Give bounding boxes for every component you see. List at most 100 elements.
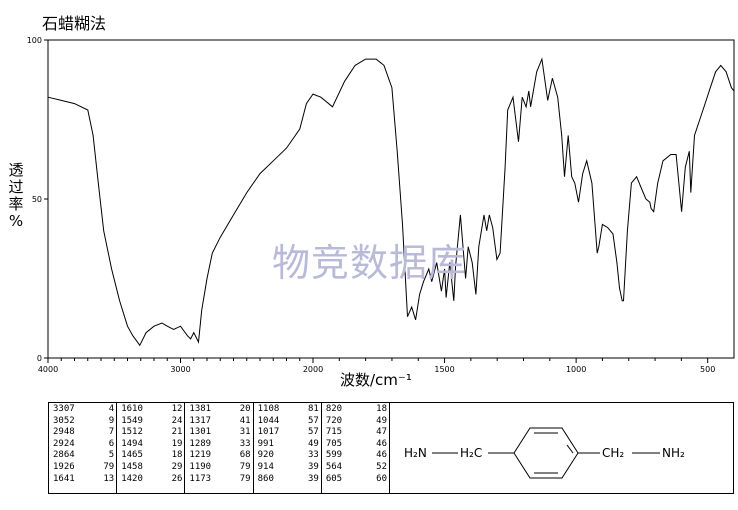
x-tick-label: 3000: [170, 365, 190, 374]
peak-table-row: 1610 12: [121, 404, 182, 416]
peak-transmittance: 49: [307, 438, 319, 449]
peak-table-row: 1465 18: [121, 450, 182, 462]
peak-transmittance: 47: [376, 427, 388, 438]
peak-wavenumber: 1549: [121, 415, 143, 426]
peak-transmittance: 6: [108, 438, 115, 449]
peak-wavenumber: 2924: [53, 438, 75, 449]
peak-wavenumber: 1317: [189, 415, 212, 426]
spectrum-line: [47, 57, 735, 347]
peak-wavenumber: 1190: [189, 461, 212, 472]
chemical-structure: H₂N H₂C CH₂ NH₂: [404, 427, 685, 479]
peak-table-row: 1190 79: [189, 462, 250, 474]
peak-transmittance: 9: [108, 415, 115, 426]
peak-table-row: 914 39: [258, 462, 319, 474]
peak-table-column: 1381 20 1317 41 1301 31 1289 33 1219 68 1190 79 1173…: [185, 403, 254, 493]
peak-wavenumber: 1044: [257, 415, 280, 426]
peak-wavenumber: 1108: [257, 404, 280, 414]
peak-transmittance: 39: [307, 461, 319, 472]
x-tick-label: 2000: [303, 365, 323, 374]
peak-table-row: 1641 13: [53, 474, 114, 486]
peak-transmittance: 81: [307, 404, 319, 414]
peak-transmittance: 4: [108, 404, 115, 414]
peak-transmittance: 20: [239, 404, 251, 414]
peak-wavenumber: 860: [257, 473, 274, 484]
peak-table-row: 605 60: [326, 474, 387, 486]
peak-table-row: 1549 24: [121, 416, 182, 428]
peak-transmittance: 39: [307, 473, 319, 484]
peak-transmittance: 52: [376, 461, 388, 472]
x-tick-label: 1500: [434, 365, 454, 374]
peak-wavenumber: 1458: [121, 461, 143, 472]
peak-transmittance: 33: [239, 438, 251, 449]
peak-transmittance: 33: [307, 450, 319, 461]
benzene-ring: [513, 427, 579, 479]
peak-table-row: 705 46: [326, 439, 387, 451]
peak-transmittance: 12: [171, 404, 183, 414]
peak-wavenumber: 1289: [189, 438, 212, 449]
peak-transmittance: 60: [376, 473, 388, 484]
peak-transmittance: 41: [239, 415, 251, 426]
peak-transmittance: 79: [103, 461, 115, 472]
peak-table-row: 1173 79: [189, 474, 250, 486]
chart-title: 石蜡糊法: [42, 14, 107, 33]
peak-transmittance: 7: [108, 427, 115, 438]
peak-table-row: 720 49: [326, 416, 387, 428]
peak-table-row: 920 33: [258, 450, 319, 462]
peak-table-column: 820 18 720 49 715 47 705 46 599 46 564 52 605 60: [322, 403, 389, 493]
peak-wavenumber: 1641: [53, 473, 75, 484]
peak-transmittance: 57: [307, 427, 319, 438]
peak-wavenumber: 1494: [121, 438, 143, 449]
peak-table-row: 2864 5: [53, 450, 114, 462]
peak-wavenumber: 720: [325, 415, 343, 426]
peak-table-row: 564 52: [326, 462, 387, 474]
peak-wavenumber: 1219: [189, 450, 212, 461]
structure-label-h2c: H₂C: [460, 446, 482, 460]
peak-table-row: 1044 57: [258, 416, 319, 428]
peak-wavenumber: 991: [257, 438, 274, 449]
peak-transmittance: 18: [376, 404, 388, 414]
peak-wavenumber: 1465: [121, 450, 143, 461]
peak-table-row: 1381 20: [189, 404, 250, 416]
peak-wavenumber: 914: [257, 461, 274, 472]
peak-transmittance: 79: [239, 461, 251, 472]
peak-table-row: 715 47: [326, 427, 387, 439]
peak-transmittance: 21: [171, 427, 183, 438]
y-tick-label: 100: [27, 36, 42, 45]
peak-transmittance: 18: [171, 450, 183, 461]
peak-transmittance: 13: [103, 473, 115, 484]
peak-wavenumber: 3052: [53, 415, 75, 426]
peak-transmittance: 31: [239, 427, 251, 438]
watermark: 物竞数据库: [272, 241, 468, 285]
peak-transmittance: 29: [171, 461, 183, 472]
peak-transmittance: 19: [171, 438, 183, 449]
peak-wavenumber: 1173: [189, 473, 212, 484]
plot-frame: [47, 39, 735, 359]
peak-table-row: 1017 57: [258, 427, 319, 439]
x-axis-label: 波数/cm⁻¹: [340, 371, 412, 389]
peak-table-column: 1610 12 1549 24 1512 21 1494 19 1465 18 1458 29 1420…: [117, 403, 186, 493]
peak-transmittance: 46: [376, 438, 388, 449]
peak-table-row: 1108 81: [258, 404, 319, 416]
x-tick-label: 500: [700, 365, 715, 374]
peak-transmittance: 57: [307, 415, 319, 426]
peak-wavenumber: 705: [325, 438, 343, 449]
peak-transmittance: 49: [376, 415, 388, 426]
peak-wavenumber: 1301: [189, 427, 212, 438]
peak-table-row: 1420 26: [121, 474, 182, 486]
peak-transmittance: 79: [239, 473, 251, 484]
peak-table-column: 3307 4 3052 9 2948 7 2924 6 2864 5 1926 79 1641 13: [49, 403, 118, 493]
ir-spectrum-chart: 4000 3000 2000 1500 1000 500 0 50 100: [27, 36, 735, 374]
x-tick-label: 4000: [38, 365, 58, 374]
peak-table-row: 991 49: [258, 439, 319, 451]
peak-table-row: 820 18: [326, 404, 387, 416]
peak-transmittance: 68: [239, 450, 251, 461]
peak-wavenumber: 1420: [121, 473, 143, 484]
peak-table-row: 1458 29: [121, 462, 182, 474]
structure-label-ch2: CH₂: [602, 446, 624, 460]
peak-table-row: 1289 33: [189, 439, 250, 451]
structure-box: H₂N H₂C CH₂ NH₂: [390, 402, 734, 494]
peak-wavenumber: 1926: [53, 461, 75, 472]
peak-table-row: 1512 21: [121, 427, 182, 439]
peak-transmittance: 5: [108, 450, 115, 461]
peak-table-row: 1219 68: [189, 450, 250, 462]
